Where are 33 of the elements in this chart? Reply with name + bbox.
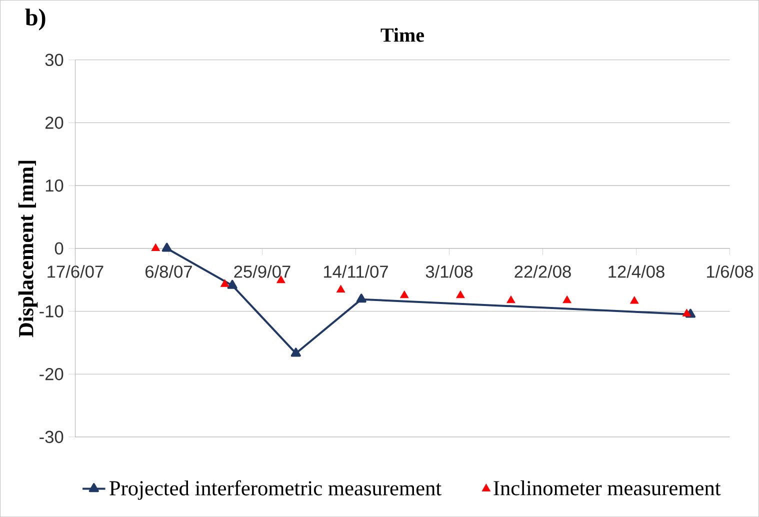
y-tick-label: 0	[54, 242, 64, 254]
x-tick-label: 3/1/08	[426, 265, 473, 278]
y-tick-label: -20	[40, 368, 64, 380]
y-axis-title: Displacement [mm]	[18, 160, 38, 338]
point	[290, 348, 301, 357]
y-tick-label: -10	[40, 305, 64, 318]
x-tick-label: 25/9/07	[234, 265, 290, 278]
point	[356, 294, 366, 303]
y-tick-label: 10	[46, 179, 64, 192]
x-tick-label: 6/8/07	[146, 265, 192, 278]
point	[400, 290, 409, 298]
point	[151, 243, 160, 251]
x-tick-label: 1/6/08	[706, 265, 754, 278]
point	[630, 296, 639, 304]
legend-label: Projected interferometric measurement	[110, 480, 442, 500]
y-tick-label: -30	[40, 430, 64, 443]
point	[562, 296, 572, 304]
x-tick-label: 17/6/07	[48, 265, 104, 278]
point	[220, 279, 230, 287]
x-tick-label: 14/11/07	[324, 265, 388, 278]
point	[456, 290, 465, 298]
x-tick-label: 22/2/08	[514, 265, 571, 278]
point	[336, 284, 346, 292]
x-axis-title: Time	[380, 28, 424, 42]
point	[506, 296, 516, 304]
point	[227, 280, 238, 289]
x-tick-label: 12/4/08	[608, 265, 664, 278]
point	[162, 242, 172, 252]
point	[682, 308, 692, 316]
text: b)	[25, 8, 46, 30]
legend-label: Inclinometer measurement	[494, 480, 721, 496]
y-tick-label: 30	[45, 54, 64, 66]
y-tick-label: 20	[45, 116, 64, 129]
